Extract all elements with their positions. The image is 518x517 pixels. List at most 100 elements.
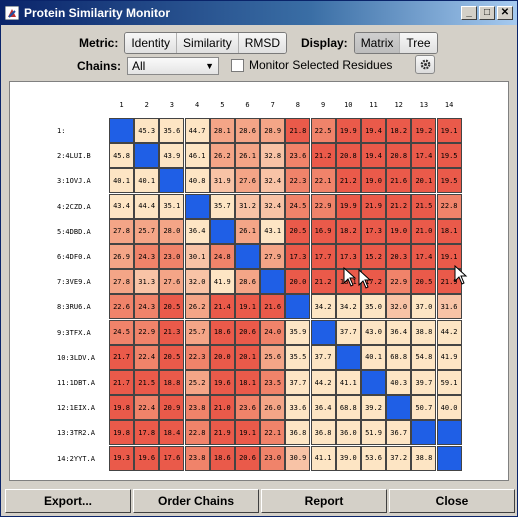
matrix-cell[interactable]: 17.3 <box>335 244 361 269</box>
matrix-cell[interactable]: 22.1 <box>260 420 286 446</box>
matrix-cell[interactable]: 20.5 <box>285 218 311 244</box>
matrix-cell[interactable]: 32.8 <box>260 143 286 169</box>
matrix-cell[interactable]: 23.8 <box>184 445 210 471</box>
matrix-cell[interactable]: 40.1 <box>361 344 386 370</box>
matrix-cell[interactable]: 21.0 <box>209 395 235 421</box>
matrix-cell[interactable]: 23.6 <box>235 395 260 421</box>
matrix-cell[interactable]: 22.8 <box>184 420 210 446</box>
matrix-cell[interactable]: 51.9 <box>361 420 386 446</box>
matrix-cell[interactable]: 30.9 <box>285 445 311 471</box>
monitor-checkbox[interactable] <box>231 58 244 72</box>
matrix-cell[interactable]: 20.5 <box>159 344 185 370</box>
matrix-cell[interactable]: 37.7 <box>335 319 361 345</box>
matrix-cell[interactable]: 19.9 <box>335 118 361 143</box>
matrix-cell[interactable]: 40.1 <box>109 168 134 194</box>
matrix-cell[interactable]: 21.5 <box>411 193 437 219</box>
metric-rmsd-button[interactable]: RMSD <box>238 33 287 53</box>
matrix-diagonal-cell[interactable] <box>411 420 437 446</box>
close-window-button[interactable]: ✕ <box>497 6 513 20</box>
matrix-cell[interactable]: 21.4 <box>209 294 235 320</box>
matrix-cell[interactable]: 33.6 <box>285 395 311 421</box>
matrix-cell[interactable]: 21.2 <box>310 269 336 295</box>
matrix-diagonal-cell[interactable] <box>361 370 386 395</box>
matrix-cell[interactable]: 43.4 <box>109 193 134 219</box>
matrix-cell[interactable]: 35.7 <box>209 193 235 219</box>
matrix-cell[interactable]: 26.2 <box>209 143 235 169</box>
matrix-cell[interactable]: 26.1 <box>235 143 260 169</box>
matrix-cell[interactable]: 25.7 <box>134 218 160 244</box>
matrix-cell[interactable]: 53.6 <box>361 445 386 471</box>
matrix-diagonal-cell[interactable] <box>109 118 134 143</box>
matrix-cell[interactable]: 27.8 <box>109 218 134 244</box>
matrix-cell[interactable]: 28.0 <box>159 218 185 244</box>
matrix-cell[interactable]: 26.2 <box>184 294 210 320</box>
matrix-cell[interactable]: 22.9 <box>310 193 336 219</box>
matrix-cell[interactable]: 26.9 <box>109 244 134 269</box>
matrix-cell[interactable]: 44.4 <box>134 193 160 219</box>
matrix-cell[interactable]: 25.2 <box>184 370 210 395</box>
matrix-cell[interactable]: 16.9 <box>310 218 336 244</box>
matrix-cell[interactable]: 17.4 <box>411 244 437 269</box>
matrix-cell[interactable]: 23.0 <box>159 244 185 269</box>
matrix-cell[interactable]: 18.6 <box>209 319 235 345</box>
matrix-cell[interactable]: 43.1 <box>260 218 286 244</box>
matrix-diagonal-cell[interactable] <box>310 319 336 345</box>
matrix-cell[interactable]: 27.8 <box>109 269 134 295</box>
matrix-cell[interactable]: 19.4 <box>361 143 386 169</box>
matrix-cell[interactable]: 35.5 <box>285 344 311 370</box>
matrix-cell[interactable]: 68.8 <box>335 395 361 421</box>
matrix-cell[interactable]: 17.8 <box>134 420 160 446</box>
matrix-cell[interactable]: 21.7 <box>109 370 134 395</box>
matrix-cell[interactable]: 23.6 <box>285 143 311 169</box>
matrix-cell[interactable]: 31.6 <box>436 294 462 320</box>
matrix-cell[interactable]: 59.1 <box>436 370 462 395</box>
matrix-cell[interactable]: 32.0 <box>386 294 412 320</box>
matrix-cell[interactable]: 19.1 <box>235 420 260 446</box>
matrix-cell[interactable]: 37.0 <box>411 294 437 320</box>
matrix-cell[interactable]: 40.1 <box>134 168 160 194</box>
matrix-cell[interactable]: 20.1 <box>235 344 260 370</box>
matrix-cell[interactable]: 36.4 <box>386 319 412 345</box>
matrix-cell[interactable]: 32.4 <box>260 193 286 219</box>
matrix-cell[interactable]: 44.7 <box>184 118 210 143</box>
minimize-button[interactable]: _ <box>461 6 477 20</box>
matrix-cell[interactable]: 27.6 <box>159 269 185 295</box>
matrix-cell[interactable]: 45.8 <box>109 143 134 169</box>
matrix-cell[interactable]: 21.9 <box>209 420 235 446</box>
settings-button[interactable] <box>415 55 435 74</box>
matrix-diagonal-cell[interactable] <box>235 244 260 269</box>
matrix-cell[interactable]: 22.3 <box>285 168 311 194</box>
matrix-cell[interactable]: 20.9 <box>159 395 185 421</box>
matrix-cell[interactable]: 19.9 <box>335 193 361 219</box>
matrix-cell[interactable]: 32.4 <box>260 168 286 194</box>
matrix-cell[interactable]: 24.3 <box>134 244 160 269</box>
matrix-cell[interactable]: 17.6 <box>159 445 185 471</box>
matrix-cell[interactable]: 25.6 <box>260 344 286 370</box>
matrix-cell[interactable]: 20.6 <box>235 445 260 471</box>
matrix-cell[interactable]: 41.1 <box>335 370 361 395</box>
matrix-cell[interactable]: 18.6 <box>209 445 235 471</box>
matrix-cell[interactable]: 36.4 <box>184 218 210 244</box>
matrix-cell[interactable]: 21.0 <box>411 218 437 244</box>
matrix-cell[interactable]: 23.8 <box>184 395 210 421</box>
matrix-diagonal-cell[interactable] <box>184 193 210 219</box>
matrix-cell[interactable]: 54.8 <box>411 344 437 370</box>
matrix-diagonal-cell[interactable] <box>436 420 462 446</box>
matrix-cell[interactable]: 17.4 <box>411 143 437 169</box>
matrix-cell[interactable]: 17.7 <box>310 244 336 269</box>
matrix-cell[interactable]: 22.5 <box>310 118 336 143</box>
matrix-cell[interactable]: 17.3 <box>361 218 386 244</box>
matrix-cell[interactable]: 21.8 <box>285 118 311 143</box>
metric-similarity-button[interactable]: Similarity <box>177 33 239 53</box>
matrix-cell[interactable]: 18.1 <box>235 370 260 395</box>
matrix-cell[interactable]: 36.8 <box>285 420 311 446</box>
matrix-cell[interactable]: 28.6 <box>235 269 260 295</box>
matrix-diagonal-cell[interactable] <box>159 168 185 194</box>
matrix-cell[interactable]: 21.2 <box>335 168 361 194</box>
matrix-cell[interactable]: 36.8 <box>310 420 336 446</box>
display-tree-button[interactable]: Tree <box>400 33 437 53</box>
matrix-cell[interactable]: 22.4 <box>134 344 160 370</box>
matrix-cell[interactable]: 35.9 <box>285 319 311 345</box>
matrix-diagonal-cell[interactable] <box>386 395 412 421</box>
matrix-diagonal-cell[interactable] <box>285 294 311 320</box>
